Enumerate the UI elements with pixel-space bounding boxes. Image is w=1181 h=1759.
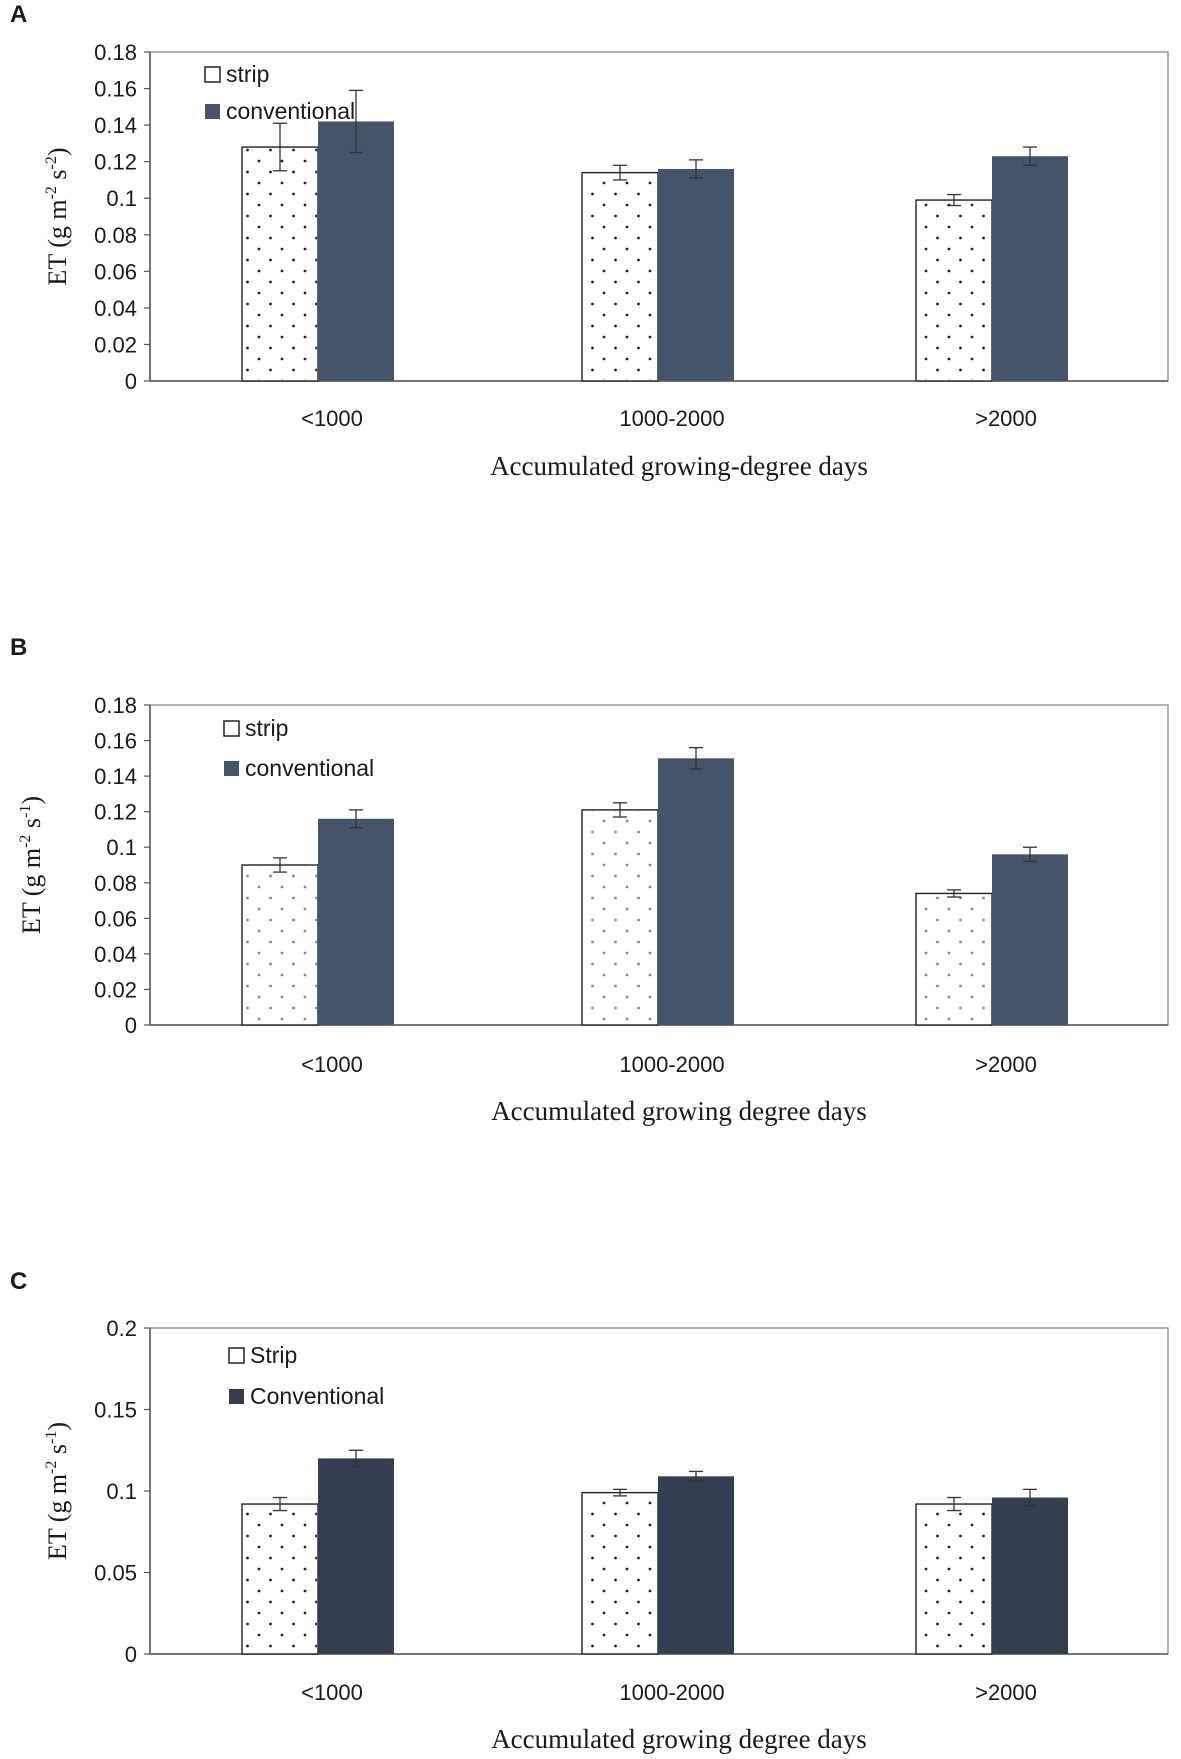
x-tick-label: >2000 — [975, 406, 1037, 431]
chart-panel-a: A 0 0.02 0.04 0.06 0.08 0.1 0.12 0.14 0.16 0.18 <10… — [10, 1, 1169, 481]
y-tick-label: 0.1 — [106, 186, 137, 211]
x-axis-title: Accumulated growing degree days — [491, 1096, 867, 1126]
error-bar — [613, 802, 627, 818]
y-tick-label: 0.04 — [94, 296, 137, 321]
legend-swatch-strip — [228, 1347, 245, 1364]
y-tick-label: 0.1 — [106, 835, 137, 860]
legend: strip conventional — [223, 715, 374, 781]
y-tick-label: 0.02 — [94, 977, 137, 1002]
legend-swatch-conventional — [224, 761, 239, 776]
error-bar — [1023, 1488, 1037, 1507]
bar-conventional — [658, 758, 734, 1025]
bar-pattern — [917, 894, 991, 1024]
error-bar — [689, 1470, 703, 1482]
error-bar — [273, 122, 287, 172]
error-bar — [349, 1449, 363, 1468]
bar-conventional — [318, 1458, 394, 1654]
x-tick-label: >2000 — [975, 1680, 1037, 1705]
y-tick-label: 0.12 — [94, 800, 137, 825]
bar-conventional — [992, 1497, 1068, 1654]
chart-panel-b: B 0 0.02 0.04 0.06 0.08 0.1 0.12 0.14 0.16 0.18 <10… — [10, 634, 1169, 1126]
error-bar — [273, 857, 287, 873]
error-bar — [273, 1496, 287, 1512]
legend-label-conventional: Conventional — [250, 1383, 384, 1409]
legend: strip conventional — [204, 61, 355, 124]
legend-swatch-conventional — [229, 1389, 244, 1404]
y-tick-label: 0.14 — [94, 113, 137, 138]
chart-panels: A 0 0.02 0.04 0.06 0.08 0.1 0.12 0.14 0.16 0.18 <10… — [10, 1, 1169, 1754]
bar-conventional — [658, 1476, 734, 1654]
y-tick-label: 0.02 — [94, 332, 137, 357]
bar-conventional — [992, 156, 1068, 381]
error-bar — [947, 1496, 961, 1512]
bar-pattern — [917, 1505, 991, 1653]
bar-conventional — [658, 168, 734, 381]
x-tick-label: >2000 — [975, 1052, 1037, 1077]
error-bar — [349, 89, 363, 154]
x-tick-label: 1000-2000 — [619, 406, 724, 431]
y-tick-label: 0.04 — [94, 942, 137, 967]
y-tick-label: 0.16 — [94, 729, 137, 754]
y-tick-label: 0 — [125, 1013, 137, 1038]
bar-pattern — [917, 201, 991, 380]
y-axis-title: ET (g m-2 s-1) — [43, 1422, 72, 1560]
error-bar — [947, 889, 961, 898]
bar-conventional — [318, 121, 394, 381]
legend-label-conventional: conventional — [245, 755, 374, 781]
legend-swatch-strip — [223, 720, 240, 737]
legend-swatch-conventional — [205, 104, 220, 119]
x-tick-label: <1000 — [301, 406, 363, 431]
y-tick-label: 0.06 — [94, 259, 137, 284]
legend-label-strip: strip — [245, 715, 288, 741]
y-tick-label: 0.18 — [94, 693, 137, 718]
y-tick-label: 0.14 — [94, 764, 137, 789]
y-tick-label: 0.18 — [94, 40, 137, 65]
bar-pattern — [583, 173, 657, 380]
legend-label-conventional: conventional — [226, 98, 355, 124]
x-axis-title: Accumulated growing-degree days — [490, 451, 868, 481]
legend: Strip Conventional — [228, 1342, 384, 1409]
y-tick-label: 0.06 — [94, 906, 137, 931]
y-tick-label: 0 — [125, 369, 137, 394]
bar-conventional — [992, 854, 1068, 1025]
y-tick-label: 0.15 — [94, 1398, 137, 1423]
y-tick-label: 0.08 — [94, 223, 137, 248]
y-tick-label: 0.1 — [106, 1479, 137, 1504]
chart-panel-c: C 0 0.05 0.1 0.15 0.2 <1000 1000-2000 >2000 Accum… — [10, 1268, 1169, 1754]
y-tick-label: 0.2 — [106, 1316, 137, 1341]
panel-label: A — [10, 1, 27, 28]
y-tick-label: 0.05 — [94, 1561, 137, 1586]
error-bar — [1023, 146, 1037, 166]
bar-conventional — [318, 818, 394, 1025]
panel-label: C — [10, 1268, 27, 1295]
bar-pattern — [243, 866, 317, 1024]
y-tick-label: 0.12 — [94, 150, 137, 175]
x-tick-label: 1000-2000 — [619, 1052, 724, 1077]
error-bar — [689, 747, 703, 770]
error-bar — [349, 809, 363, 829]
y-axis-title: ET (g m-2 s-2) — [43, 147, 72, 285]
x-tick-label: <1000 — [301, 1052, 363, 1077]
legend-label-strip: Strip — [250, 1342, 297, 1368]
x-tick-label: 1000-2000 — [619, 1680, 724, 1705]
bar-pattern — [583, 810, 657, 1024]
x-axis-title: Accumulated growing degree days — [491, 1724, 867, 1754]
error-bar — [613, 164, 627, 181]
bar-pattern — [243, 148, 317, 380]
bar-pattern — [583, 1493, 657, 1653]
legend-label-strip: strip — [226, 61, 269, 87]
x-tick-label: <1000 — [301, 1680, 363, 1705]
bar-pattern — [243, 1505, 317, 1653]
error-bar — [689, 159, 703, 179]
y-tick-label: 0.16 — [94, 77, 137, 102]
y-tick-label: 0 — [125, 1642, 137, 1667]
y-tick-label: 0.08 — [94, 871, 137, 896]
legend-swatch-strip — [204, 66, 221, 83]
error-bar — [613, 1488, 627, 1497]
error-bar — [1023, 846, 1037, 863]
panel-label: B — [10, 634, 27, 661]
error-bar — [947, 193, 961, 207]
y-axis-title: ET (g m-2 s-1) — [17, 796, 46, 934]
